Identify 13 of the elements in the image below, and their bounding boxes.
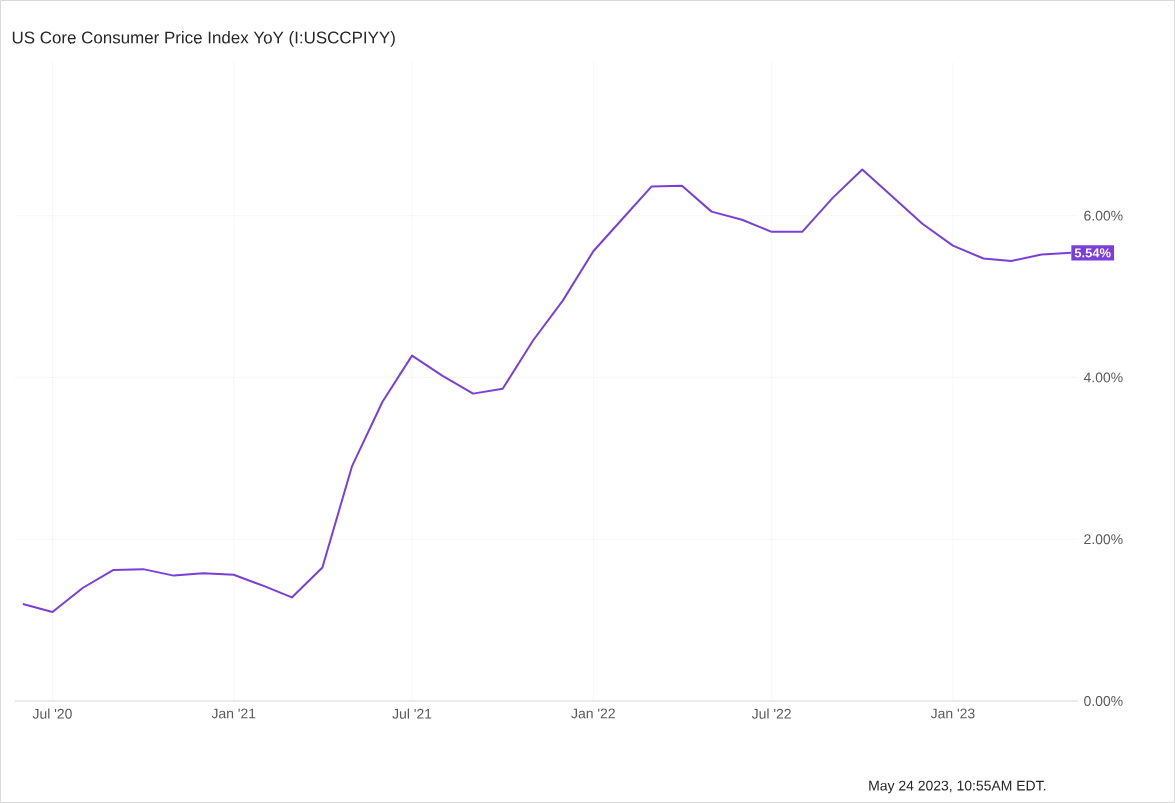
y-tick-label: 0.00% <box>1084 696 1123 706</box>
y-tick-label: 6.00% <box>1084 210 1123 221</box>
x-tick-label: Jan '21 <box>211 708 256 719</box>
y-tick-label: 2.00% <box>1084 534 1123 545</box>
x-tick-label: Jul '20 <box>32 708 72 719</box>
y-tick-label: 4.00% <box>1083 372 1123 383</box>
x-tick-label: Jan '23 <box>930 708 975 719</box>
x-tick-label: Jan '22 <box>571 708 615 719</box>
x-tick-label: Jul '22 <box>751 708 791 719</box>
chart-title: US Core Consumer Price Index YoY (I:USCCPIYY) <box>12 31 395 47</box>
text: May 24 2023, 10:55AM EDT. <box>869 780 1046 794</box>
annotation: 5.54% <box>1074 248 1111 258</box>
x-tick-label: Jul '21 <box>392 708 432 719</box>
